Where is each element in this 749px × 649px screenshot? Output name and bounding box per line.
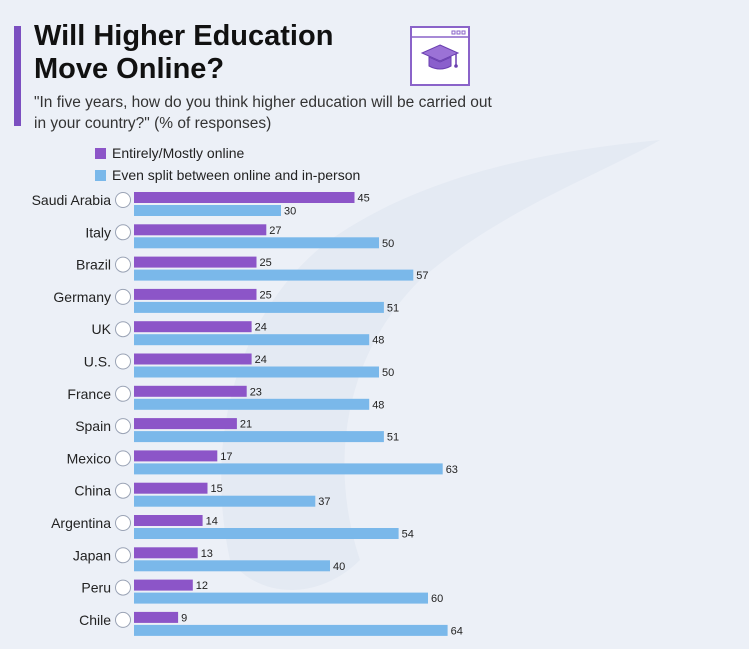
bar-split-mexico	[134, 463, 443, 475]
data-label-split-saudi-arabia: 30	[284, 206, 296, 218]
bar-split-uk	[134, 334, 370, 346]
bar-split-france	[134, 398, 370, 410]
category-label-italy: Italy	[85, 224, 111, 240]
category-label-u-s: U.S.	[84, 354, 111, 370]
data-label-online-spain: 21	[240, 419, 252, 431]
legend-swatch-split	[95, 169, 106, 181]
flag-icon-mexico	[115, 450, 131, 467]
legend-label-online: Entirely/Mostly online	[112, 145, 245, 161]
flag-icon-peru	[115, 579, 131, 596]
category-label-china: China	[74, 483, 111, 499]
category-label-japan: Japan	[73, 547, 111, 563]
legend-item-online: Entirely/Mostly online	[95, 143, 360, 163]
title-accent-bar	[14, 26, 21, 126]
flag-icon-germany	[115, 288, 131, 305]
data-label-split-germany: 51	[387, 302, 399, 314]
category-label-saudi-arabia: Saudi Arabia	[32, 192, 112, 208]
bar-online-spain	[134, 418, 237, 430]
flag-icon-china	[115, 482, 131, 499]
bar-split-saudi-arabia	[134, 205, 281, 216]
flag-icon-uk	[115, 321, 131, 338]
bar-split-italy	[134, 237, 379, 249]
category-label-brazil: Brazil	[76, 257, 111, 273]
data-label-online-saudi-arabia: 45	[358, 193, 370, 205]
bar-online-france	[134, 385, 247, 397]
data-label-online-chile: 9	[181, 612, 187, 624]
data-label-online-japan: 13	[201, 548, 213, 560]
flag-icon-chile	[115, 611, 131, 628]
bar-online-mexico	[134, 450, 218, 462]
flag-icon-japan	[115, 547, 131, 564]
bar-online-argentina	[134, 515, 203, 526]
category-label-chile: Chile	[79, 612, 111, 628]
bar-online-uk	[134, 321, 252, 333]
data-label-split-france: 48	[372, 399, 384, 411]
flag-icon-saudi-arabia	[115, 192, 131, 208]
title-line-2: Move Online?	[34, 53, 225, 85]
bar-online-peru	[134, 579, 193, 591]
title-line-1: Will Higher Education	[34, 20, 334, 52]
flag-icon-u-s	[115, 353, 131, 370]
legend: Entirely/Mostly online Even split betwee…	[95, 143, 360, 187]
legend-item-split: Even split between online and in-person	[95, 165, 360, 185]
bar-split-spain	[134, 431, 384, 443]
data-label-split-argentina: 54	[402, 529, 414, 541]
data-label-split-china: 37	[318, 496, 330, 508]
data-label-split-peru: 60	[431, 593, 443, 605]
chart-title: Will Higher Education Move Online?	[34, 20, 333, 86]
bar-split-germany	[134, 301, 384, 313]
category-label-uk: UK	[92, 321, 112, 337]
graduation-cap-icon	[410, 26, 470, 86]
flag-icon-argentina	[115, 515, 131, 531]
data-label-split-mexico: 63	[446, 464, 458, 476]
category-label-france: France	[67, 386, 111, 402]
flag-icon-italy	[115, 224, 131, 241]
bar-online-germany	[134, 288, 257, 300]
data-label-split-chile: 64	[451, 625, 463, 637]
data-label-split-u-s: 50	[382, 367, 394, 379]
category-label-argentina: Argentina	[51, 515, 111, 531]
data-label-split-spain: 51	[387, 432, 399, 444]
bar-split-japan	[134, 560, 330, 572]
data-label-online-u-s: 24	[255, 354, 267, 366]
data-label-split-japan: 40	[333, 561, 345, 573]
bar-online-italy	[134, 224, 267, 236]
flag-icon-brazil	[115, 256, 131, 273]
watermark-shape	[221, 140, 660, 590]
bar-online-saudi-arabia	[134, 192, 355, 203]
data-label-online-brazil: 25	[260, 257, 272, 269]
data-label-online-italy: 27	[269, 225, 281, 237]
bar-online-u-s	[134, 353, 252, 365]
data-label-online-germany: 25	[260, 289, 272, 301]
category-label-peru: Peru	[81, 580, 111, 596]
bar-online-china	[134, 482, 208, 494]
flag-icon-spain	[115, 418, 131, 435]
data-label-online-peru: 12	[196, 580, 208, 592]
bar-split-china	[134, 495, 316, 507]
data-label-online-argentina: 14	[206, 516, 218, 528]
legend-label-split: Even split between online and in-person	[112, 167, 361, 183]
data-label-online-mexico: 17	[220, 451, 232, 463]
bar-split-peru	[134, 592, 428, 604]
data-label-split-brazil: 57	[416, 270, 428, 282]
bar-online-japan	[134, 547, 198, 559]
data-label-online-china: 15	[211, 483, 223, 495]
category-label-mexico: Mexico	[67, 450, 112, 466]
legend-swatch-online	[95, 147, 106, 159]
flag-icon-france	[115, 385, 131, 402]
data-label-split-uk: 48	[372, 335, 384, 347]
chart-subtitle: "In five years, how do you think higher …	[34, 94, 492, 132]
data-label-online-uk: 24	[255, 322, 267, 334]
bar-online-brazil	[134, 256, 257, 268]
bar-split-argentina	[134, 528, 399, 539]
bar-split-brazil	[134, 269, 414, 281]
category-label-spain: Spain	[75, 418, 111, 434]
bar-split-chile	[134, 624, 448, 636]
bar-split-u-s	[134, 366, 379, 378]
data-label-online-france: 23	[250, 386, 262, 398]
category-label-germany: Germany	[53, 289, 111, 305]
data-label-split-italy: 50	[382, 238, 394, 250]
bar-online-chile	[134, 611, 179, 623]
